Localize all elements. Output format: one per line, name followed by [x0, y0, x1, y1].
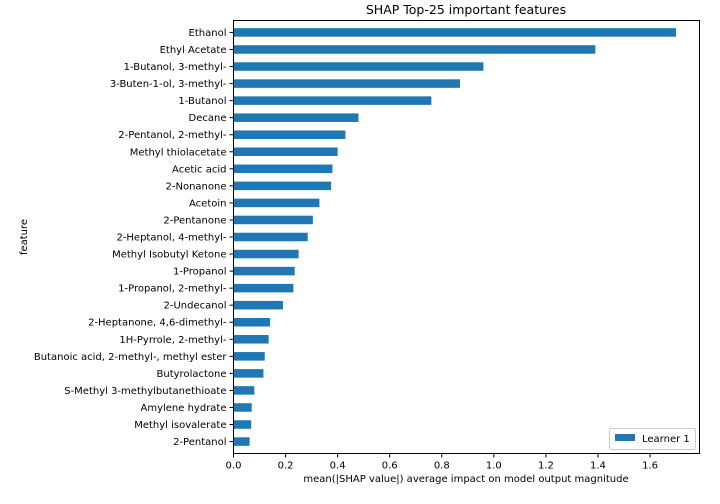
legend-swatch	[615, 434, 635, 441]
category-label: Ethyl Acetate	[160, 45, 227, 56]
bar	[233, 386, 255, 395]
bar	[233, 403, 252, 412]
x-axis-label: mean(|SHAP value|) average impact on mod…	[303, 474, 628, 485]
chart-title: SHAP Top-25 important features	[366, 2, 566, 17]
plot-frame	[233, 20, 700, 454]
category-label: 2-Pentanone	[163, 215, 226, 226]
category-label: Methyl thiolacetate	[130, 147, 227, 158]
bar	[233, 369, 264, 378]
bar	[233, 420, 252, 429]
category-label: Decane	[189, 113, 227, 124]
category-label: 1-Butanol	[178, 96, 226, 107]
category-label: Ethanol	[189, 28, 227, 39]
bar	[233, 96, 432, 105]
x-tick-label: 0.2	[278, 461, 294, 472]
x-tick-label: 0.0	[226, 461, 242, 472]
bar	[233, 198, 320, 208]
category-label: Acetoin	[189, 198, 226, 209]
bar	[233, 335, 269, 344]
category-label: S-Methyl 3-methylbutanethioate	[64, 386, 226, 397]
bar	[233, 437, 250, 446]
category-label: 1-Propanol, 2-methyl-	[118, 284, 227, 295]
bar	[233, 45, 596, 54]
bar	[233, 283, 294, 293]
bar	[233, 130, 346, 139]
x-tick-label: 1.4	[590, 461, 606, 472]
legend-entry-learner-1: Learner 1	[642, 434, 690, 445]
category-label: 2-Pentanol	[173, 437, 226, 448]
bar	[233, 164, 333, 174]
category-label: Amylene hydrate	[140, 403, 226, 414]
bar	[233, 317, 270, 327]
category-label: Methyl isovalerate	[134, 420, 226, 431]
category-labels-group: Ethanol Ethyl Acetate 1-Butanol, 3-methyl-…	[34, 28, 234, 448]
bar	[233, 266, 295, 276]
x-tick-label: 1.6	[642, 461, 658, 472]
bar	[233, 215, 313, 225]
bar	[233, 28, 677, 37]
legend: Learner 1	[609, 428, 696, 450]
category-label: 3-Buten-1-ol, 3-methyl-	[110, 79, 227, 90]
category-label: 1-Propanol	[173, 267, 227, 278]
legend-box	[609, 428, 696, 450]
category-label: 1H-Pyrrole, 2-methyl-	[119, 335, 226, 346]
category-label: 2-Undecanol	[164, 301, 227, 312]
x-tick-label: 0.6	[382, 461, 398, 472]
bar	[233, 249, 299, 259]
category-label: 1-Butanol, 3-methyl-	[124, 62, 227, 73]
x-tick-label: 1.2	[538, 461, 554, 472]
bar	[233, 113, 359, 122]
x-tick-label: 0.4	[330, 461, 346, 472]
bar	[233, 62, 484, 71]
category-label: Acetic acid	[172, 164, 226, 175]
category-label: Butanoic acid, 2-methyl-, methyl ester	[34, 352, 228, 363]
category-label: 2-Heptanol, 4-methyl-	[116, 233, 226, 244]
bars-group	[233, 28, 677, 446]
bar	[233, 300, 283, 310]
bar	[233, 232, 308, 242]
bar	[233, 181, 332, 191]
x-tick-label: 0.8	[434, 461, 450, 472]
bar	[233, 79, 460, 88]
category-label: 2-Nonanone	[166, 181, 227, 192]
category-label: Butyrolactone	[157, 369, 227, 380]
bar	[233, 147, 338, 157]
x-ticks-group: 0.0 0.2 0.4 0.6 0.8 1.0 1.2 1.4 1.6	[226, 453, 658, 472]
x-tick-label: 1.0	[486, 461, 502, 472]
bar	[233, 352, 265, 361]
category-label: Methyl Isobutyl Ketone	[112, 250, 226, 261]
category-label: 2-Heptanone, 4,6-dimethyl-	[88, 318, 227, 329]
y-axis-label: feature	[19, 219, 30, 255]
category-label: 2-Pentanol, 2-methyl-	[118, 130, 227, 141]
